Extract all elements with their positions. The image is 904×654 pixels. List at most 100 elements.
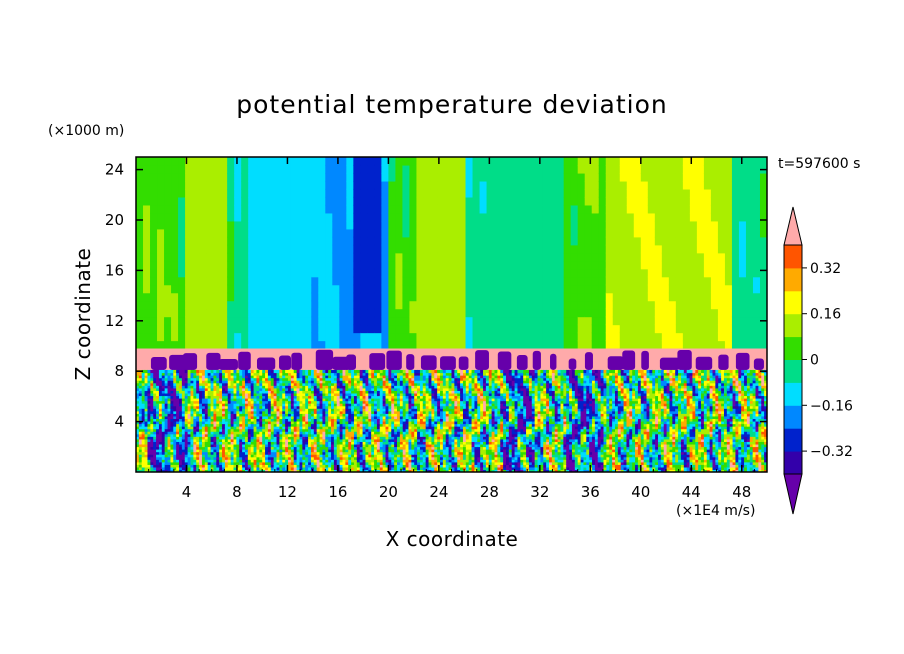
heatmap-cell bbox=[193, 461, 197, 465]
heatmap-cell bbox=[222, 398, 226, 402]
heatmap-cell bbox=[493, 300, 502, 310]
heatmap-cell bbox=[193, 377, 197, 381]
heatmap-cell bbox=[654, 292, 663, 302]
heatmap-cell bbox=[738, 196, 747, 206]
heatmap-cell bbox=[299, 469, 303, 472]
heatmap-cell bbox=[319, 436, 324, 440]
heatmap-cell bbox=[328, 443, 332, 448]
heatmap-cell bbox=[178, 212, 186, 222]
heatmap-cell bbox=[332, 204, 340, 214]
chart-title: potential temperature deviation bbox=[236, 90, 667, 119]
heatmap-cell bbox=[331, 469, 335, 472]
heatmap-cell bbox=[328, 380, 332, 384]
heatmap-cell bbox=[360, 244, 368, 254]
heatmap-cell bbox=[253, 454, 258, 458]
heatmap-cell bbox=[647, 316, 656, 326]
heatmap-cell bbox=[577, 268, 586, 278]
heatmap-cell bbox=[328, 459, 332, 463]
heatmap-cell bbox=[147, 382, 151, 386]
heatmap-cell bbox=[170, 410, 174, 414]
heatmap-cell bbox=[176, 420, 180, 425]
heatmap-cell bbox=[290, 284, 298, 294]
heatmap-cell bbox=[549, 172, 558, 182]
heatmap-cell bbox=[138, 410, 143, 414]
heatmap-cell bbox=[486, 276, 495, 286]
heatmap-cell bbox=[276, 369, 281, 374]
heatmap-cell bbox=[276, 433, 281, 437]
heatmap-cell bbox=[192, 268, 200, 278]
heatmap-cell bbox=[331, 433, 335, 437]
heatmap-cell bbox=[339, 228, 347, 238]
heatmap-cell bbox=[451, 316, 460, 326]
heatmap-cell bbox=[331, 423, 335, 427]
heatmap-cell bbox=[147, 449, 151, 453]
heatmap-cell bbox=[402, 188, 411, 198]
heatmap-cell bbox=[173, 413, 177, 417]
heatmap-cell bbox=[696, 157, 705, 166]
heatmap-cell bbox=[199, 292, 207, 302]
heatmap-cell bbox=[759, 324, 767, 334]
heatmap-cell bbox=[164, 469, 169, 472]
heatmap-cell bbox=[173, 382, 177, 386]
heatmap-cell bbox=[654, 316, 663, 326]
heatmap-cell bbox=[285, 390, 289, 394]
heatmap-cell bbox=[738, 212, 747, 222]
heatmap-cell bbox=[290, 375, 295, 379]
heatmap-cell bbox=[325, 260, 333, 270]
heatmap-cell bbox=[216, 387, 220, 391]
heatmap-cell bbox=[244, 418, 249, 422]
heatmap-cell bbox=[164, 449, 169, 453]
heatmap-cell bbox=[444, 164, 453, 174]
heatmap-cell bbox=[328, 461, 332, 465]
heatmap-cell bbox=[262, 375, 266, 379]
heatmap-cell bbox=[339, 252, 347, 262]
heatmap-cell bbox=[242, 375, 246, 379]
heatmap-cell bbox=[311, 276, 319, 286]
heatmap-cell bbox=[184, 446, 189, 450]
heatmap-cell bbox=[360, 316, 368, 326]
heatmap-cell bbox=[313, 438, 318, 442]
heatmap-cell bbox=[738, 332, 747, 342]
heatmap-cell bbox=[136, 443, 140, 448]
heatmap-cell bbox=[184, 461, 189, 465]
heatmap-cell bbox=[318, 180, 326, 190]
heatmap-cell bbox=[233, 418, 237, 422]
heatmap-cell bbox=[262, 408, 266, 412]
heatmap-cell bbox=[236, 451, 240, 455]
heatmap-cell bbox=[296, 459, 301, 463]
heatmap-cell bbox=[236, 426, 240, 430]
heatmap-cell bbox=[224, 377, 229, 381]
heatmap-cell bbox=[253, 428, 258, 432]
heatmap-cell bbox=[325, 196, 333, 206]
heatmap-cell bbox=[181, 449, 186, 453]
heatmap-cell bbox=[157, 252, 165, 262]
heatmap-cell bbox=[731, 284, 740, 294]
heatmap-cell bbox=[219, 456, 223, 460]
heatmap-cell bbox=[745, 260, 754, 270]
heatmap-cell bbox=[241, 316, 249, 326]
heatmap-cell bbox=[288, 423, 292, 427]
heatmap-cell bbox=[318, 332, 326, 342]
heatmap-cell bbox=[319, 387, 324, 391]
heatmap-cell bbox=[219, 405, 223, 409]
heatmap-cell bbox=[423, 308, 432, 318]
heatmap-cell bbox=[283, 276, 291, 286]
heatmap-cell bbox=[153, 438, 157, 442]
heatmap-cell bbox=[535, 292, 544, 302]
heatmap-cell bbox=[479, 284, 488, 294]
heatmap-cell bbox=[138, 469, 143, 472]
heatmap-cell bbox=[158, 426, 163, 430]
heatmap-cell bbox=[239, 431, 243, 435]
heatmap-cell bbox=[233, 413, 237, 417]
heatmap-cell bbox=[310, 431, 315, 435]
heatmap-cell bbox=[626, 164, 635, 174]
heatmap-cell bbox=[752, 252, 761, 262]
heatmap-cell bbox=[224, 451, 229, 455]
heatmap-cell bbox=[153, 405, 157, 409]
heatmap-cell bbox=[279, 436, 283, 440]
inversion-cold-plume bbox=[532, 350, 541, 370]
heatmap-cell bbox=[675, 284, 684, 294]
heatmap-cell bbox=[256, 418, 260, 422]
heatmap-cell bbox=[181, 415, 186, 420]
heatmap-cell bbox=[136, 284, 144, 294]
